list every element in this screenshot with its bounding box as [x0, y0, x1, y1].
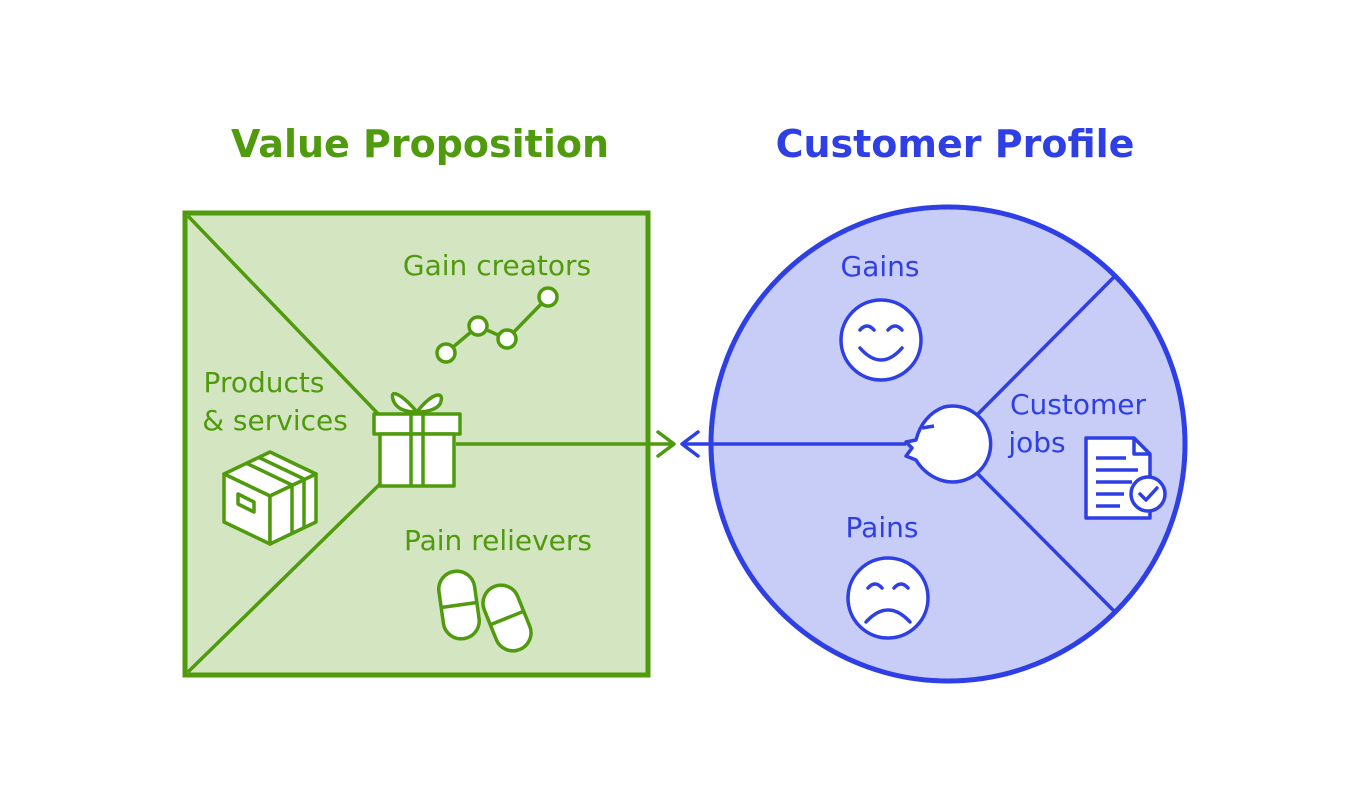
value-proposition-title: Value Proposition [231, 122, 609, 166]
happy-face-icon [839, 298, 923, 382]
customer-jobs-label-line2: jobs [1007, 426, 1065, 459]
gains-label: Gains [841, 250, 920, 283]
document-check-icon [1084, 436, 1167, 520]
gain-creators-label: Gain creators [403, 249, 591, 282]
growth-chart-icon [435, 286, 559, 364]
products-label-line1: Products [204, 366, 325, 399]
customer-jobs-label-line1: Customer [1010, 388, 1146, 421]
gift-icon [372, 391, 462, 488]
customer-arrow-head [680, 430, 700, 458]
divider-upper-right [970, 274, 1117, 422]
pains-label: Pains [846, 511, 919, 544]
products-label-line2: & services [202, 404, 348, 437]
value-arrow-head [656, 430, 676, 458]
pain-relievers-label: Pain relievers [404, 524, 592, 557]
customer-profile-title: Customer Profile [776, 122, 1135, 166]
pills-icon [437, 569, 533, 653]
divider-top-diagonal [186, 214, 386, 422]
customer-head-icon [904, 404, 993, 484]
divider-lower-right [970, 466, 1117, 614]
box-icon [222, 450, 318, 546]
divider-bottom-diagonal [186, 482, 382, 674]
sad-face-icon [846, 556, 930, 640]
